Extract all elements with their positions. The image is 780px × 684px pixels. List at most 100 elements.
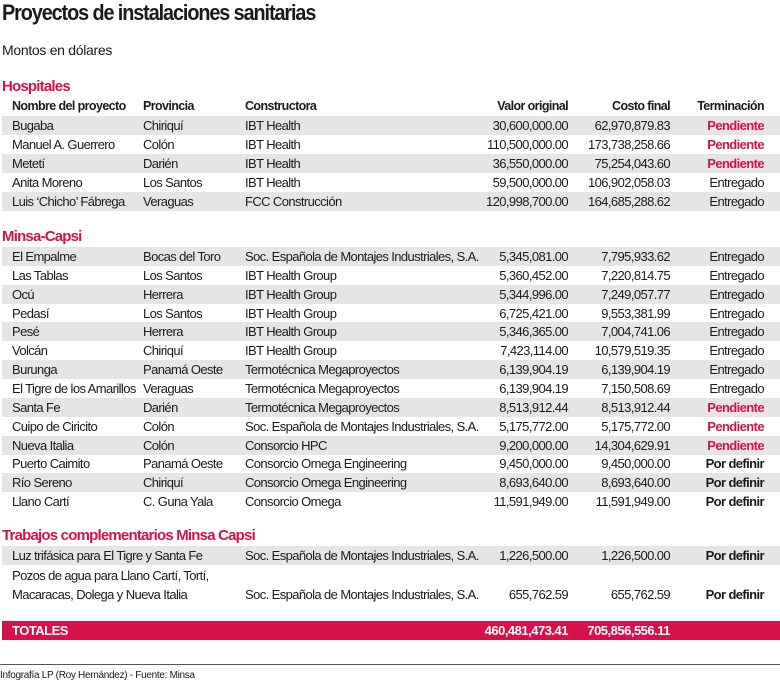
project-name: Bugaba: [12, 118, 54, 133]
table-row: Manuel A. Guerrero Colón IBT Health 110,500…: [2, 135, 780, 154]
contractor: IBT Health: [245, 136, 301, 152]
project-name: Metetí: [12, 155, 45, 171]
status: Entregado: [709, 286, 764, 302]
totals-valor: 460,481,473.41: [484, 623, 569, 638]
table-row: Anita Moreno Los Santos IBT Health 59,500,0…: [2, 173, 780, 192]
table-row: Burunga Panamá Oeste Termotécnica Megaproy…: [2, 360, 780, 380]
table-row: Santa Fe Darién Termotécnica Megaproyectos…: [2, 397, 780, 417]
status: Entregado: [709, 174, 764, 190]
status: Entregado: [709, 362, 764, 378]
project-name: Puerto Caimito: [12, 456, 90, 472]
project-name: Pozos de agua para Llano Cartí, Tortí,: [12, 567, 209, 583]
final-cost: 9,553,381.99: [601, 305, 670, 321]
contractor: IBT Health Group: [245, 286, 337, 302]
project-name: Río Sereno: [12, 475, 72, 491]
contractor: Termotécnica Megaproyectos: [245, 380, 400, 396]
col-header-constructora: Constructora: [245, 99, 317, 113]
credit: Infografía LP (Roy Hernández) - Fuente: …: [0, 670, 195, 681]
province: C. Guna Yala: [143, 494, 213, 510]
project-name: Ocú: [12, 286, 35, 302]
totals-label: TOTALES: [12, 623, 68, 638]
col-header-valor: Valor original: [497, 99, 568, 113]
final-cost: 11,591,949.00: [595, 494, 671, 510]
contractor: IBT Health: [245, 174, 301, 190]
final-cost: 75,254,043.60: [594, 155, 671, 171]
final-cost: 14,304,629.91: [594, 437, 671, 453]
contractor: Consorcio Omega: [245, 494, 341, 510]
contractor: Soc. Española de Montajes Industriales, …: [245, 586, 479, 602]
section-title-hospitales: Hospitales: [2, 78, 71, 95]
status: Pendiente: [707, 437, 764, 453]
original-value: 1,226,500.00: [499, 548, 568, 563]
status: Entregado: [709, 193, 764, 209]
project-name: Luz trifásica para El Tigre y Santa Fe: [12, 548, 203, 563]
contractor: Consorcio HPC: [245, 437, 327, 453]
original-value: 8,693,640.00: [499, 475, 568, 491]
project-name: El Tigre de los Amarillos: [12, 380, 136, 396]
table-row: El Tigre de los Amarillos Veraguas Termoté…: [2, 379, 780, 398]
project-name: Volcán: [12, 343, 48, 359]
contractor: Consorcio Omega Engineering: [245, 475, 407, 491]
original-value: 5,175,772.00: [499, 418, 568, 434]
table-row: Metetí Darién IBT Health 36,550,000.00 75,25…: [2, 153, 780, 173]
status: Entregado: [709, 267, 764, 283]
original-value: 8,513,912.44: [499, 399, 568, 415]
status: Entregado: [709, 305, 764, 321]
section-title-trabajos: Trabajos complementarios Minsa Capsi: [2, 527, 256, 544]
project-name: El Empalme: [12, 249, 77, 264]
project-name: Cuipo de Ciricito: [12, 418, 98, 434]
status: Pendiente: [707, 155, 764, 171]
province: Darién: [143, 399, 178, 415]
original-value: 5,344,996.00: [499, 286, 568, 302]
original-value: 9,200,000.00: [499, 437, 568, 453]
contractor: Soc. Española de Montajes Industriales, …: [245, 249, 479, 264]
original-value: 5,360,452.00: [499, 267, 568, 283]
original-value: 6,725,421.00: [499, 305, 568, 321]
totals-row: TOTALES 460,481,473.41 705,856,556.11: [2, 621, 780, 640]
final-cost: 10,579,519.35: [594, 343, 671, 359]
table-row: El Empalme Bocas del Toro Soc. Española de…: [2, 247, 780, 266]
contractor: Soc. Española de Montajes Industriales, …: [245, 548, 479, 563]
final-cost: 106,902,058.03: [588, 174, 671, 190]
divider: [0, 664, 780, 665]
project-name: Burunga: [12, 362, 58, 378]
totals-costo: 705,856,556.11: [587, 623, 670, 638]
original-value: 9,450,000.00: [499, 456, 568, 472]
project-name: Pesé: [12, 324, 40, 340]
province: Los Santos: [143, 174, 203, 190]
status: Pendiente: [707, 418, 764, 434]
table-row: Pesé Herrera IBT Health Group 5,346,365.00 7…: [2, 322, 780, 342]
status: Por definir: [705, 475, 765, 491]
original-value: 655,762.59: [508, 586, 569, 602]
table-row: Pedasí Los Santos IBT Health Group 6,725,42…: [2, 304, 780, 323]
status: Por definir: [705, 494, 765, 510]
status: Por definir: [705, 548, 765, 563]
contractor: IBT Health Group: [245, 267, 337, 283]
col-header-terminacion: Terminación: [697, 99, 764, 113]
contractor: Soc. Española de Montajes Industriales, …: [245, 418, 479, 434]
status: Entregado: [709, 380, 764, 396]
contractor: Termotécnica Megaproyectos: [245, 399, 400, 415]
final-cost: 8,513,912.44: [601, 399, 670, 415]
status: Por definir: [705, 586, 765, 602]
original-value: 59,500,000.00: [492, 174, 569, 190]
province: Herrera: [143, 286, 183, 302]
status: Entregado: [709, 343, 764, 359]
province: Colón: [143, 418, 175, 434]
province: Veraguas: [143, 193, 194, 209]
status: Pendiente: [707, 399, 764, 415]
project-name: Anita Moreno: [12, 174, 83, 190]
final-cost: 164,685,288.62: [588, 193, 671, 209]
province: Colón: [143, 136, 175, 152]
table-row: Luis ‘Chicho’ Fábrega Veraguas FCC Constru…: [2, 191, 780, 211]
final-cost: 7,150,508.69: [601, 380, 670, 396]
final-cost: 7,795,933.62: [601, 249, 670, 264]
table-row: Volcán Chiriquí IBT Health Group 7,423,114.…: [2, 341, 780, 360]
page-subtitle: Montos en dólares: [2, 42, 113, 58]
final-cost: 1,226,500.00: [601, 548, 670, 563]
contractor: Consorcio Omega Engineering: [245, 456, 407, 472]
province: Veraguas: [143, 380, 194, 396]
status: Pendiente: [707, 136, 764, 152]
table-row: Puerto Caimito Panamá Oeste Consorcio Omeg…: [2, 454, 780, 473]
original-value: 110,500,000.00: [486, 136, 569, 152]
